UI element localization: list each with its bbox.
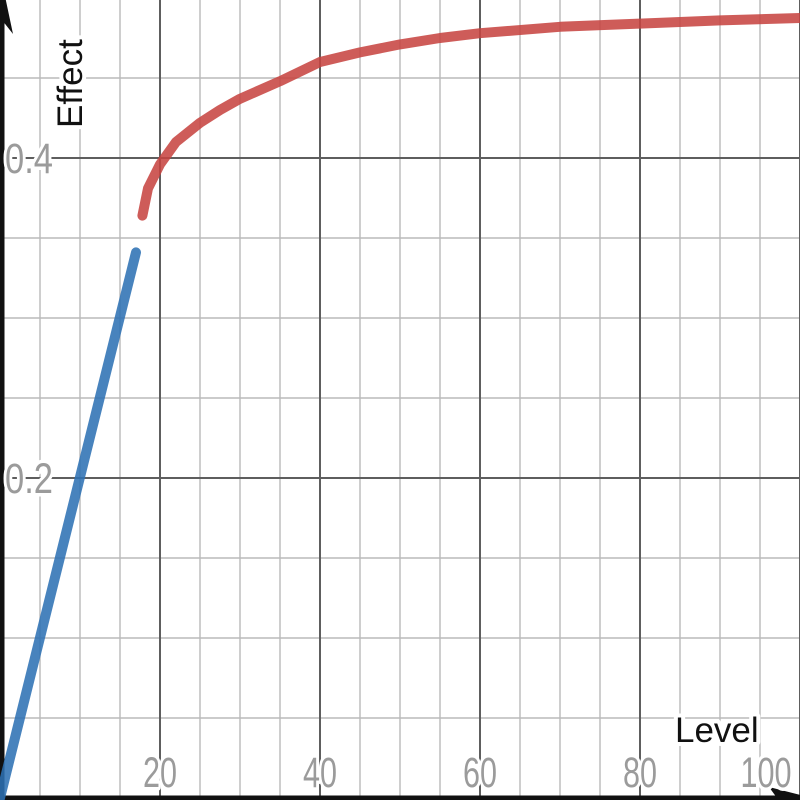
curves [0,13,800,800]
x-axis-arrow-icon [769,787,800,800]
y-tick-label: 0.4 [5,135,53,183]
y-axis-arrow-icon [0,0,13,34]
x-tick-label: 40 [303,749,337,797]
x-tick-label: 60 [463,749,497,797]
tick-labels: 20 40 60 80 100 0.2 0.4 [2,132,796,800]
x-tick-label: 20 [143,749,177,797]
y-axis-title: Effect [51,39,90,128]
x-tick-label: 100 [741,749,792,797]
diminishing-effect-high-levels-curve[interactable] [137,13,800,221]
linear-effect-low-levels-curve[interactable] [0,247,141,800]
y-tick-label: 0.2 [5,455,53,503]
x-tick-label: 80 [623,749,657,797]
x-axis-title: Level [675,711,759,750]
